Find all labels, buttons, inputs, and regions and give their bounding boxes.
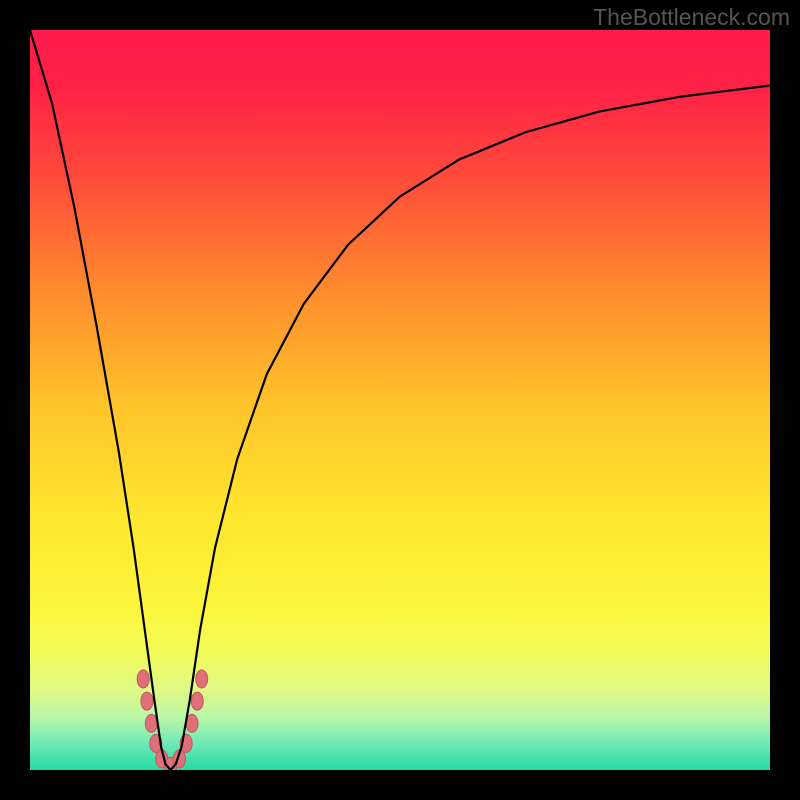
plot-area [30, 30, 770, 770]
bottleneck-curve [30, 30, 770, 770]
valley-marker [191, 692, 203, 710]
watermark-text: TheBottleneck.com [593, 4, 790, 31]
curve-layer [30, 30, 770, 770]
chart-container: TheBottleneck.com [0, 0, 800, 800]
valley-marker [196, 670, 208, 688]
valley-marker [145, 714, 157, 732]
valley-marker [141, 692, 153, 710]
valley-marker [137, 670, 149, 688]
markers-group [137, 670, 207, 770]
